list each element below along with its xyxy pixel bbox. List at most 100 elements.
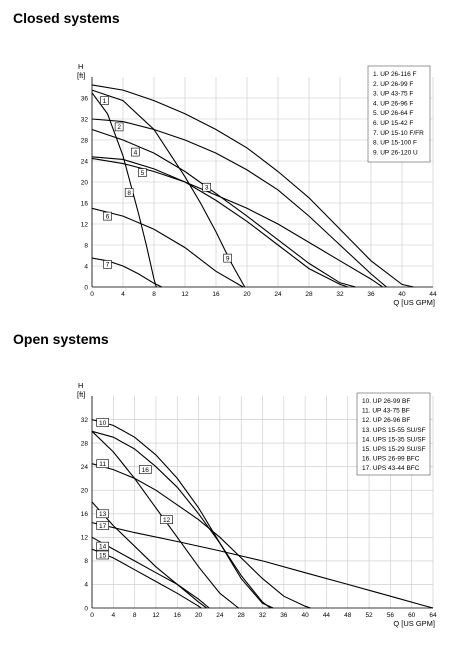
curve-label-17: 17	[99, 523, 107, 530]
x-tick-label: 12	[181, 291, 189, 298]
y-tick-label: 28	[81, 137, 89, 144]
legend-entry: 4. UP 26-96 F	[373, 100, 413, 107]
section-title-open-systems: Open systems	[13, 331, 109, 347]
x-tick-label: 24	[216, 612, 224, 619]
curve-14	[91, 536, 210, 609]
closed-legend: 1. UP 26-116 F 2. UP 26-99 F 3. UP 43-75 F…	[367, 65, 431, 163]
x-tick-label: 20	[195, 612, 203, 619]
legend-entry: 13. UPS 15-55 SU/SF	[362, 427, 426, 434]
x-tick-label: 48	[344, 612, 352, 619]
legend-entry: 7. UP 15-10 F/FR	[373, 130, 424, 137]
x-tick-label: 32	[259, 612, 267, 619]
curve-label-3: 3	[205, 185, 209, 192]
x-tick-label: 64	[429, 612, 437, 619]
x-tick-label: 28	[305, 291, 313, 298]
curve-label-10: 10	[99, 420, 107, 427]
y-axis-label: H	[78, 62, 83, 71]
curve-label-15: 15	[99, 552, 107, 559]
x-tick-label: 4	[121, 291, 125, 298]
y-tick-label: 16	[81, 200, 89, 207]
legend-entry: 15. UPS 15-29 SU/SF	[362, 446, 426, 453]
curve-label-2: 2	[117, 124, 121, 131]
y-tick-label: 24	[81, 158, 89, 165]
y-tick-label: 0	[84, 284, 88, 291]
x-tick-label: 0	[90, 291, 94, 298]
curve-4	[91, 128, 356, 288]
legend-entry: 2. UP 26-99 F	[373, 81, 413, 88]
x-tick-label: 16	[174, 612, 182, 619]
x-tick-label: 16	[212, 291, 220, 298]
legend-entry: 10. UP 26-99 BF	[362, 398, 410, 405]
y-tick-label: 32	[81, 417, 89, 424]
x-tick-label: 32	[336, 291, 344, 298]
curve-label-box-12	[160, 515, 173, 524]
curve-label-4: 4	[134, 149, 138, 156]
curve-label-7: 7	[106, 262, 110, 269]
y-tick-label: 8	[84, 242, 88, 249]
curve-label-box-6	[103, 211, 112, 221]
y-tick-label: 16	[81, 511, 89, 518]
y-tick-label: 0	[84, 605, 88, 612]
curve-label-box-4	[131, 147, 140, 157]
curve-label-11: 11	[99, 461, 106, 468]
legend-box	[367, 65, 431, 163]
legend-entry: 5. UP 26-64 F	[373, 110, 413, 117]
curve-label-1: 1	[103, 98, 107, 105]
curve-label-box-7	[103, 260, 112, 269]
curve-label-box-3	[202, 182, 211, 192]
y-axis-label: H	[78, 381, 83, 390]
y-axis-unit: [ft]	[77, 71, 85, 80]
y-tick-label: 12	[81, 221, 89, 228]
curve-label-9: 9	[226, 255, 230, 262]
curve-label-box-5	[138, 168, 147, 177]
curve-label-box-9	[223, 253, 232, 263]
curve-16	[91, 430, 271, 609]
y-tick-label: 20	[81, 179, 89, 186]
y-tick-label: 28	[81, 440, 89, 447]
x-tick-label: 36	[280, 612, 288, 619]
x-axis-label: Q [US GPM]	[393, 298, 435, 307]
x-tick-label: 24	[274, 291, 282, 298]
legend-box	[356, 392, 431, 476]
legend-entry: 6. UP 15-42 F	[373, 120, 413, 127]
curve-10	[91, 419, 274, 609]
curve-13	[91, 501, 207, 609]
y-tick-label: 4	[84, 263, 88, 270]
legend-entry: 17. UPS 43-44 BFC	[362, 465, 420, 472]
legend-entry: 9. UP 26-120 U	[373, 149, 418, 156]
x-tick-label: 56	[387, 612, 395, 619]
curve-17	[91, 522, 434, 609]
y-tick-label: 12	[81, 535, 89, 542]
curve-label-16: 16	[142, 467, 150, 474]
legend-entry: 12. UP 26-96 BF	[362, 417, 410, 424]
y-tick-label: 20	[81, 488, 89, 495]
curve-8	[91, 92, 157, 288]
x-axis-label: Q [US GPM]	[393, 619, 435, 628]
x-tick-label: 4	[112, 612, 116, 619]
curve-label-8: 8	[127, 190, 131, 197]
legend-entry: 8. UP 15-100 F	[373, 140, 417, 147]
legend-entry: 1. UP 26-116 F	[373, 71, 417, 78]
y-tick-label: 8	[84, 558, 88, 565]
curve-label-box-14	[96, 541, 109, 551]
y-tick-label: 24	[81, 464, 89, 471]
curve-label-box-11	[96, 459, 109, 469]
curve-label-box-17	[96, 521, 109, 530]
curve-2	[91, 118, 387, 288]
y-axis-unit: [ft]	[77, 390, 85, 399]
x-tick-label: 0	[90, 612, 94, 619]
legend-entry: 3. UP 43-75 F	[373, 91, 413, 98]
closed-plot: 0 4 8 12 16 20 24 28 32 36 40 4404812162024283236H[…	[77, 62, 437, 307]
x-tick-label: 8	[152, 291, 156, 298]
x-tick-label: 20	[243, 291, 251, 298]
curve-6	[91, 207, 244, 288]
x-tick-label: 8	[133, 612, 137, 619]
curve-label-box-8	[124, 188, 134, 197]
y-tick-label: 32	[81, 116, 89, 123]
x-tick-label: 36	[367, 291, 375, 298]
legend-entry: 11. UP 43-75 BF	[362, 408, 410, 415]
curve-11	[91, 463, 311, 609]
y-tick-label: 36	[81, 95, 89, 102]
legend-entry: 16. UPS 26-99 BFC	[362, 456, 420, 463]
curve-label-6: 6	[106, 213, 110, 220]
